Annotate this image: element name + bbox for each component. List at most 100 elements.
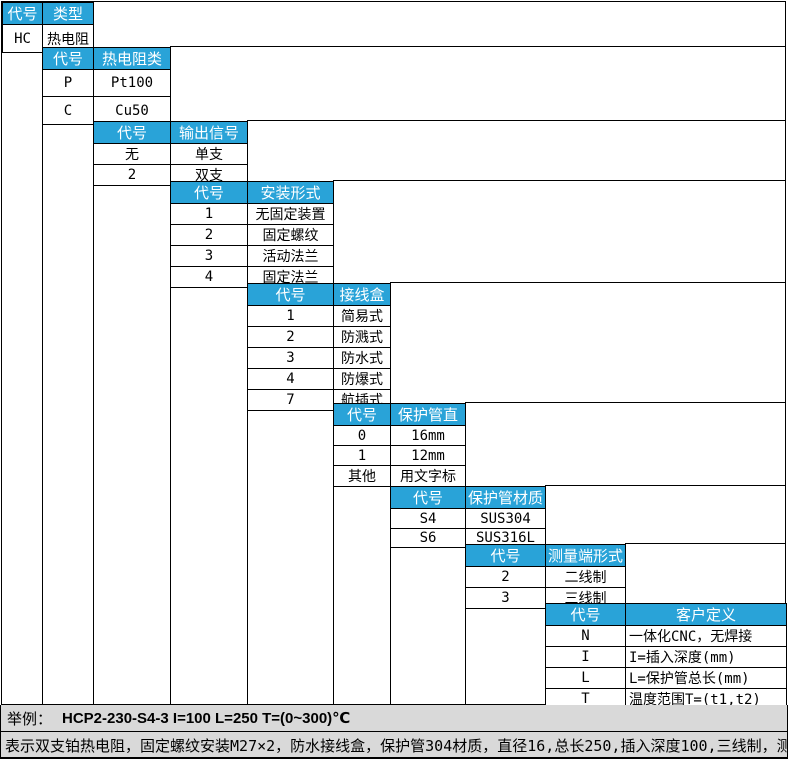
code-cell: 无 (93, 143, 171, 165)
value-cell: 固定法兰 (247, 266, 334, 288)
code-cell: C (42, 96, 94, 125)
section-tube-material: 代号 保护管材质 S4 SUS304 S6 SUS316L (390, 486, 546, 548)
code-cell: 2 (247, 326, 334, 348)
section-wiring-type: 代号 测量端形式 2 二线制 3 三线制 (465, 544, 626, 609)
grid-line (170, 46, 785, 47)
code-header-cell: 代号 (465, 544, 546, 567)
code-header-cell: 代号 (247, 283, 334, 306)
value-header-cell: 接线盒 (333, 283, 391, 306)
code-cell: 3 (247, 347, 334, 369)
grid-line (545, 485, 785, 486)
table-row: 2 双支 (93, 164, 248, 186)
table-row: S4 SUS304 (390, 508, 546, 529)
section-junction-box: 代号 接线盒 1 简易式 2 防溅式 3 防水式 4 防爆式 7 航插式 (247, 283, 391, 411)
table-row: 2 二线制 (465, 566, 626, 588)
table-outer-frame (1, 1, 786, 705)
code-cell: 1 (247, 305, 334, 327)
section-mounting-style: 代号 安装形式 1 无固定装置 2 固定螺纹 3 活动法兰 4 固定法兰 (170, 181, 334, 288)
grid-line (170, 283, 171, 705)
value-header-cell: 类型 (42, 2, 94, 25)
table-row: 1 12mm (333, 445, 466, 466)
code-cell: 7 (247, 389, 334, 411)
code-cell: 1 (333, 445, 391, 466)
example-row: 举例： HCP2-230-S4-3 I=100 L=250 T=(0~300)℃ (1, 705, 787, 731)
table-row: C Cu50 (42, 96, 171, 125)
example-label: 举例： (7, 709, 53, 728)
section-type: 代号 类型 HC 热电阻 (2, 2, 94, 53)
value-cell: Cu50 (93, 96, 171, 125)
grid-line (42, 121, 43, 705)
grid-line (390, 282, 785, 283)
value-cell: 双支 (170, 164, 248, 186)
value-cell: 防爆式 (333, 368, 391, 390)
table-row: 3 防水式 (247, 347, 391, 369)
value-cell: SUS304 (465, 508, 546, 529)
code-cell: 2 (170, 224, 248, 246)
section-rtd-type: 代号 热电阻类 P Pt100 C Cu50 (42, 47, 171, 125)
table-row: 其他 用文字标 (333, 465, 466, 487)
value-cell: 16mm (390, 425, 466, 446)
table-row: P Pt100 (42, 69, 171, 97)
grid-line (465, 603, 466, 705)
code-header-cell: 代号 (93, 121, 171, 144)
grid-line (333, 486, 334, 705)
grid-line (93, 181, 94, 705)
value-cell: 简易式 (333, 305, 391, 327)
code-cell: 3 (170, 245, 248, 267)
table-row: 3 活动法兰 (170, 245, 334, 267)
code-header-cell: 代号 (390, 486, 466, 509)
code-cell: S6 (390, 528, 466, 548)
table-row: L L=保护管总长(mm) (545, 667, 787, 689)
value-header-cell: 保护管材质 (465, 486, 546, 509)
code-cell: 2 (465, 566, 546, 588)
value-header-cell: 保护管直 (390, 403, 466, 426)
section-customer-defined: 代号 客户定义 N 一体化CNC，无焊接 I I=插入深度(mm) L L=保护… (545, 603, 787, 710)
table-row: T 温度范围T=(t1,t2) (545, 688, 787, 710)
table-row: 无 单支 (93, 143, 248, 165)
table-row: 2 固定螺纹 (170, 224, 334, 246)
value-header-cell: 测量端形式 (545, 544, 626, 567)
code-cell: L (545, 667, 626, 689)
table-row: 1 无固定装置 (170, 203, 334, 225)
code-cell: I (545, 646, 626, 668)
section-output-signal: 代号 输出信号 无 单支 2 双支 (93, 121, 248, 186)
table-row: N 一体化CNC，无焊接 (545, 625, 787, 647)
code-header-cell: 代号 (333, 403, 391, 426)
code-cell: HC (2, 24, 43, 53)
value-cell: I=插入深度(mm) (625, 646, 787, 668)
grid-line (247, 403, 248, 705)
code-cell: 2 (93, 164, 171, 186)
value-cell: 固定螺纹 (247, 224, 334, 246)
value-cell: 一体化CNC，无焊接 (625, 625, 787, 647)
value-cell: SUS316L (465, 528, 546, 548)
code-cell: 4 (247, 368, 334, 390)
footer: 举例： HCP2-230-S4-3 I=100 L=250 T=(0~300)℃… (0, 705, 788, 759)
table-row: 1 简易式 (247, 305, 391, 327)
value-header-cell: 输出信号 (170, 121, 248, 144)
code-header-cell: 代号 (545, 603, 626, 626)
value-cell: 单支 (170, 143, 248, 165)
code-cell: T (545, 688, 626, 710)
grid-line (333, 180, 785, 181)
value-cell: 温度范围T=(t1,t2) (625, 688, 787, 710)
example-model-code: HCP2-230-S4-3 I=100 L=250 T=(0~300)℃ (62, 710, 351, 727)
grid-line (390, 544, 391, 705)
value-cell: 防水式 (333, 347, 391, 369)
table-row: 4 固定法兰 (170, 266, 334, 288)
value-cell: 12mm (390, 445, 466, 466)
table-row: I I=插入深度(mm) (545, 646, 787, 668)
code-cell: P (42, 69, 94, 97)
code-cell: S4 (390, 508, 466, 529)
table-row: S6 SUS316L (390, 528, 546, 548)
code-header-cell: 代号 (170, 181, 248, 204)
value-cell: Pt100 (93, 69, 171, 97)
code-cell: 1 (170, 203, 248, 225)
code-header-cell: 代号 (2, 2, 43, 25)
value-cell: 活动法兰 (247, 245, 334, 267)
grid-line (625, 543, 785, 544)
code-cell: 4 (170, 266, 248, 288)
code-cell: N (545, 625, 626, 647)
section-tube-diameter: 代号 保护管直 0 16mm 1 12mm 其他 用文字标 (333, 403, 466, 487)
value-cell: 无固定装置 (247, 203, 334, 225)
value-header-cell: 客户定义 (625, 603, 787, 626)
